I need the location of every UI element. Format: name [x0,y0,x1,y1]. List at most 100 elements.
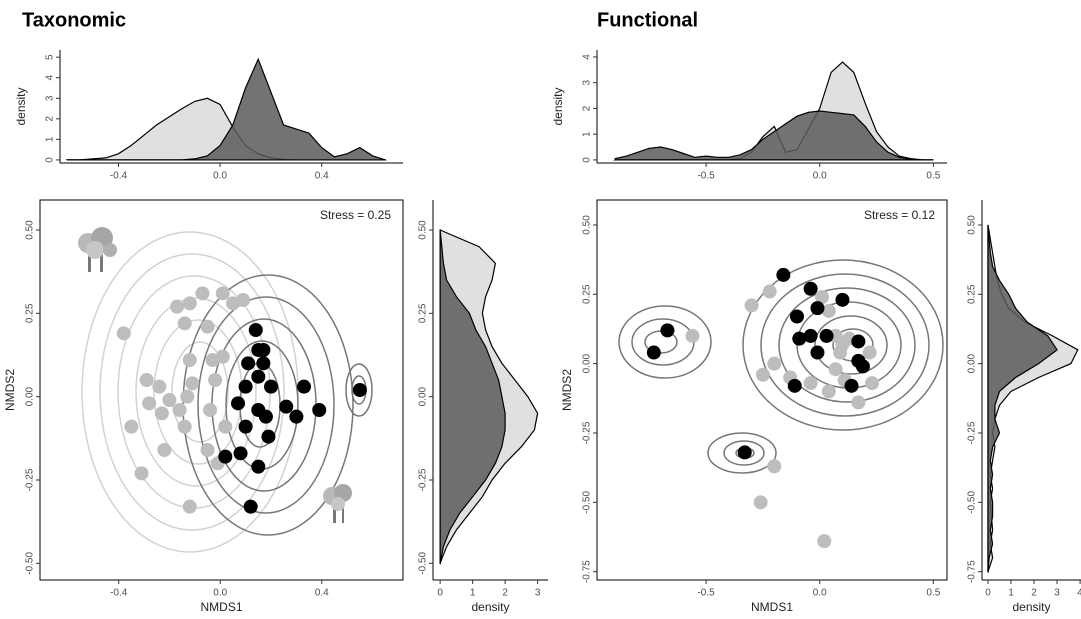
y-tick-label: 0.50 [418,220,429,240]
y-tick-label: 4 [45,75,56,81]
x-tick-label: 0.5 [926,588,940,599]
y-tick-label: 1 [582,131,593,137]
point [833,345,848,360]
point [855,359,870,374]
point [124,419,139,434]
point [803,376,818,391]
point [819,328,834,343]
point [200,319,215,334]
y-tick-label: 2 [45,116,56,122]
x-tick-label: 4 [1077,588,1081,599]
point [215,286,230,301]
point [289,409,304,424]
point [810,345,825,360]
point [203,403,218,417]
point [803,328,818,343]
point [180,389,195,404]
stress-label: Stress = 0.12 [864,208,935,222]
point [815,290,829,305]
point [821,384,836,399]
point [238,419,253,434]
y-tick-label: 3 [582,79,593,85]
point [865,376,879,391]
panel-title: Functional [597,9,698,31]
point [182,499,197,514]
x-tick-label: 0.4 [315,588,329,599]
point [851,395,866,410]
y-tick-label: -0.75 [582,560,593,583]
point [862,345,877,360]
contour [135,297,257,487]
x-tick-label: 2 [1031,588,1037,599]
y-tick-label: 3 [45,95,56,101]
y-tick-label: -0.25 [967,421,978,444]
point [762,284,777,299]
point [261,429,276,444]
x-tick-label: 0 [985,588,991,599]
tree-icon [323,484,352,523]
contour [778,287,916,403]
density-area [65,57,387,161]
x-tick-label: 0.5 [926,171,940,182]
y-tick-label: -0.50 [418,552,429,575]
x-tick-label: -0.4 [110,171,128,182]
point [776,267,791,282]
y-tick-label: 0.00 [418,386,429,406]
contour [814,315,888,375]
point [803,281,818,296]
y-tick-label: 0 [45,157,56,163]
point [352,383,367,397]
x-tick-label: 0.0 [813,171,827,182]
point [162,393,177,407]
point [134,466,149,481]
tree-icon [78,227,117,272]
point [251,369,266,384]
point [142,396,157,411]
y-tick-label: 0 [582,157,593,163]
point [767,459,782,474]
x-tick-label: 3 [535,588,541,599]
point [660,323,675,338]
y-tick-label: -0.50 [967,491,978,514]
point [243,499,258,514]
point [195,286,210,301]
point [646,345,661,360]
x-tick-label: 0.0 [213,588,227,599]
y-tick-label: 4 [582,54,593,60]
x-tick-label: -0.5 [697,588,715,599]
point [170,299,185,314]
point [737,445,752,460]
point [182,353,197,367]
point [828,362,843,377]
point [177,419,192,434]
point [116,326,131,341]
point [297,379,311,394]
point [218,449,233,464]
y-tick-label: -0.75 [967,560,978,583]
x-tick-label: 0.0 [213,171,227,182]
y-tick-label: 1 [45,136,56,142]
y-tick-label: 0.50 [967,215,978,235]
y-tick-label: 2 [582,105,593,111]
y-tick-label: -0.25 [582,421,593,444]
x-tick-label: 1 [470,588,476,599]
point [810,301,825,316]
density-area [987,224,1079,574]
contour [345,363,373,417]
plot-frame [596,199,948,581]
point [256,356,271,371]
y-axis-title: NMDS2 [3,369,17,411]
y-tick-label: 0.25 [582,284,593,304]
x-tick-label: 3 [1054,588,1060,599]
point [258,409,273,424]
point [139,373,154,387]
x-axis-title: NMDS1 [751,600,793,614]
point [241,356,256,371]
y-tick-label: 0.50 [25,220,36,240]
point [208,373,223,387]
point [154,406,169,421]
contour [707,432,777,474]
point [835,292,850,307]
